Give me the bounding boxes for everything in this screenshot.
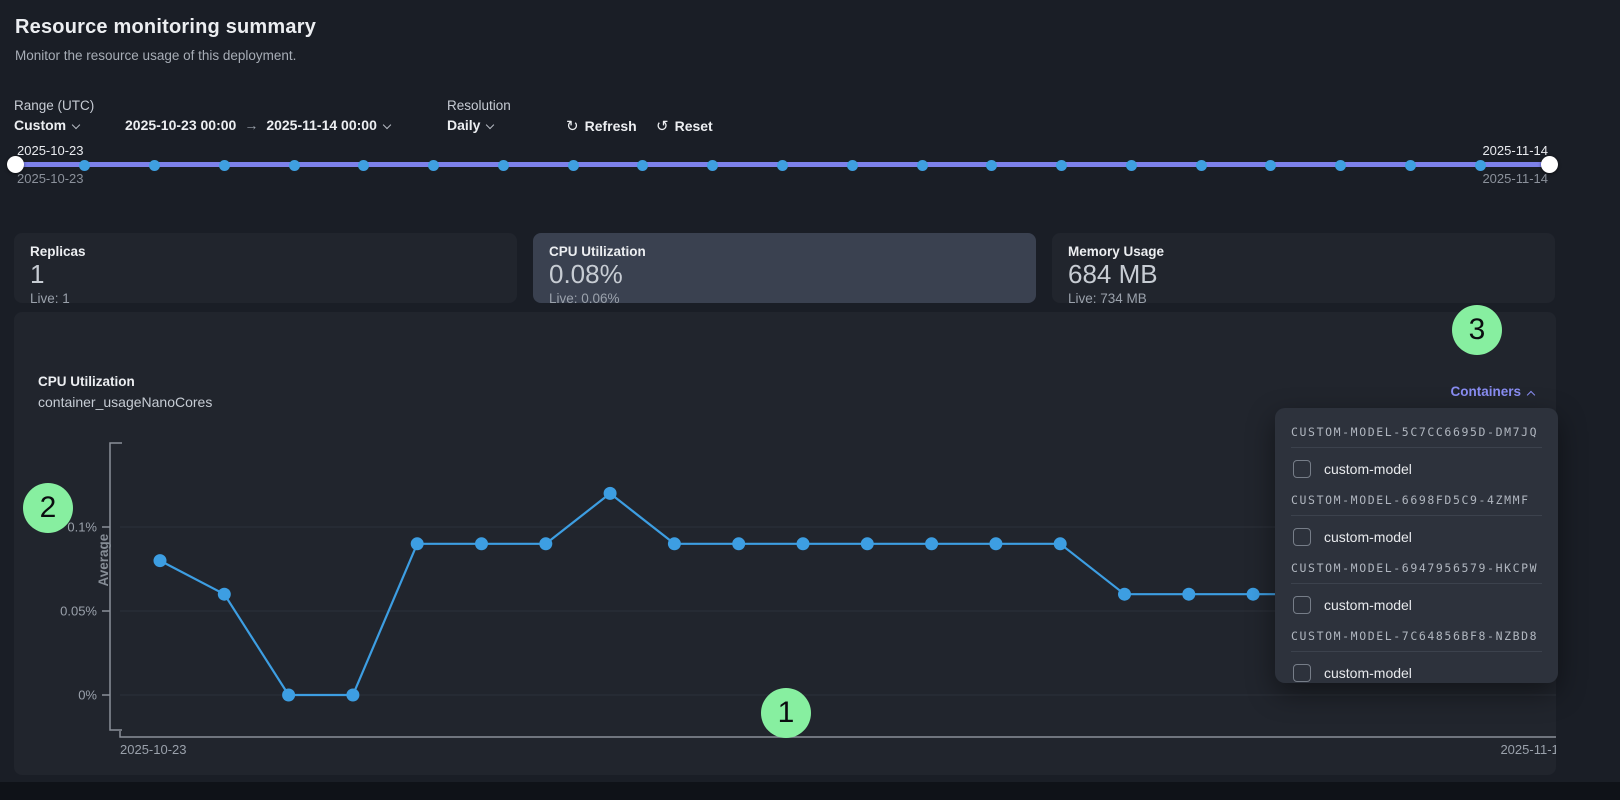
slider-day-dot <box>707 159 719 171</box>
slider-day-dot <box>1335 159 1347 171</box>
stat-value: 684 MB <box>1068 259 1158 289</box>
annotation-badge-1: 1 <box>761 688 811 738</box>
page-title: Resource monitoring summary <box>15 16 317 38</box>
container-option-row: custom-model <box>1291 458 1542 484</box>
svg-text:0%: 0% <box>78 688 97 703</box>
range-start-value: 2025-10-23 00:00 <box>125 117 237 133</box>
chevron-down-icon <box>71 120 81 130</box>
slider-day-dot <box>1056 159 1068 171</box>
container-group: CUSTOM-MODEL-7C64856BF8-NZBD8 custom-mode… <box>1291 629 1542 688</box>
container-option-row: custom-model <box>1291 526 1542 552</box>
container-option-row: custom-model <box>1291 662 1542 688</box>
date-range-picker[interactable]: 2025-10-23 00:00 → 2025-11-14 00:00 <box>125 117 392 133</box>
range-end-value: 2025-11-14 00:00 <box>266 117 377 133</box>
container-option-label: custom-model <box>1324 597 1412 613</box>
slider-day-dot <box>428 159 440 171</box>
refresh-button[interactable]: ↻ Refresh <box>566 118 637 135</box>
stat-live: Live: 1 <box>30 290 70 306</box>
stat-card-memory-usage[interactable]: Memory Usage 684 MB Live: 734 MB <box>1052 233 1555 306</box>
annotation-badge-3: 3 <box>1452 305 1502 355</box>
slider-day-dot <box>1404 159 1416 171</box>
stat-value: 0.08% <box>549 259 623 289</box>
svg-text:2025-10-23: 2025-10-23 <box>120 742 187 757</box>
stat-live: Live: 0.06% <box>549 290 620 306</box>
container-option-label: custom-model <box>1324 529 1412 545</box>
slider-day-dot <box>637 159 649 171</box>
slider-day-dot <box>916 159 928 171</box>
slider-day-dot <box>79 159 91 171</box>
stat-title: CPU Utilization <box>549 244 646 259</box>
container-option-label: custom-model <box>1324 461 1412 477</box>
reset-icon: ↺ <box>656 118 669 135</box>
divider <box>1291 447 1542 448</box>
slider-start-label: 2025-10-23 <box>17 143 84 158</box>
divider <box>1291 583 1542 584</box>
refresh-icon: ↻ <box>566 118 579 135</box>
container-option-label: custom-model <box>1324 665 1412 681</box>
containers-dropdown-panel: CUSTOM-MODEL-5C7CC6695D-DM7JQ custom-mode… <box>1275 408 1558 683</box>
container-checkbox[interactable] <box>1293 664 1311 682</box>
svg-text:0.1%: 0.1% <box>67 520 97 535</box>
container-group: CUSTOM-MODEL-6947956579-HKCPW custom-mode… <box>1291 561 1542 620</box>
slider-day-dot <box>218 159 230 171</box>
divider <box>1291 515 1542 516</box>
divider <box>1291 651 1542 652</box>
stat-title: Replicas <box>30 244 86 259</box>
chevron-up-icon <box>1526 390 1536 400</box>
annotation-badge-2: 2 <box>23 483 73 533</box>
chevron-down-icon <box>382 120 392 130</box>
slider-end-sublabel: 2025-11-14 <box>1482 171 1548 186</box>
svg-text:Average: Average <box>96 533 111 586</box>
container-group-header: CUSTOM-MODEL-6698FD5C9-4ZMMF <box>1291 493 1530 507</box>
slider-day-dot <box>846 159 858 171</box>
container-group: CUSTOM-MODEL-6698FD5C9-4ZMMF custom-model <box>1291 493 1542 552</box>
slider-day-dot <box>1265 159 1277 171</box>
resolution-label: Resolution <box>447 98 511 113</box>
resolution-dropdown[interactable]: Daily <box>447 117 495 133</box>
stat-value: 1 <box>30 259 45 289</box>
containers-toggle[interactable]: Containers <box>1450 384 1536 400</box>
slider-day-dot <box>1125 159 1137 171</box>
stat-card-cpu-utilization[interactable]: CPU Utilization 0.08% Live: 0.06% <box>533 233 1036 306</box>
range-preset-dropdown[interactable]: Custom <box>14 117 81 133</box>
slider-start-sublabel: 2025-10-23 <box>17 171 84 186</box>
stat-title: Memory Usage <box>1068 244 1165 259</box>
slider-handle-end[interactable] <box>1541 156 1558 173</box>
slider-day-dot <box>1474 159 1486 171</box>
container-checkbox[interactable] <box>1293 528 1311 546</box>
slider-day-dot <box>288 159 300 171</box>
slider-day-dot <box>149 159 161 171</box>
reset-button[interactable]: ↺ Reset <box>656 118 713 135</box>
slider-day-dot <box>777 159 788 171</box>
container-group-header: CUSTOM-MODEL-7C64856BF8-NZBD8 <box>1291 629 1539 643</box>
slider-day-dot <box>986 159 998 171</box>
chart-metric-name: container_usageNanoCores <box>38 394 213 410</box>
stat-live: Live: 734 MB <box>1068 290 1147 306</box>
container-group: CUSTOM-MODEL-5C7CC6695D-DM7JQ custom-mode… <box>1291 425 1542 484</box>
arrow-right-icon: → <box>244 117 259 133</box>
slider-day-dot <box>358 159 370 171</box>
chart-title: CPU Utilization <box>38 374 135 389</box>
container-group-header: CUSTOM-MODEL-5C7CC6695D-DM7JQ <box>1291 425 1539 439</box>
container-group-header: CUSTOM-MODEL-6947956579-HKCPW <box>1291 561 1539 575</box>
svg-text:0.05%: 0.05% <box>60 604 97 619</box>
slider-handle-start[interactable] <box>7 156 24 173</box>
slider-day-dot <box>567 159 579 171</box>
slider-day-dot <box>1195 159 1207 171</box>
page-subtitle: Monitor the resource usage of this deplo… <box>15 48 297 63</box>
svg-text:2025-11-14: 2025-11-14 <box>1500 742 1556 757</box>
chevron-down-icon <box>486 120 495 130</box>
container-checkbox[interactable] <box>1293 596 1311 614</box>
range-utc-label: Range (UTC) <box>14 98 95 113</box>
container-option-row: custom-model <box>1291 594 1542 620</box>
container-checkbox[interactable] <box>1293 460 1311 478</box>
stat-card-replicas[interactable]: Replicas 1 Live: 1 <box>14 233 517 306</box>
slider-day-dot <box>497 159 509 171</box>
slider-end-label: 2025-11-14 <box>1482 143 1548 158</box>
